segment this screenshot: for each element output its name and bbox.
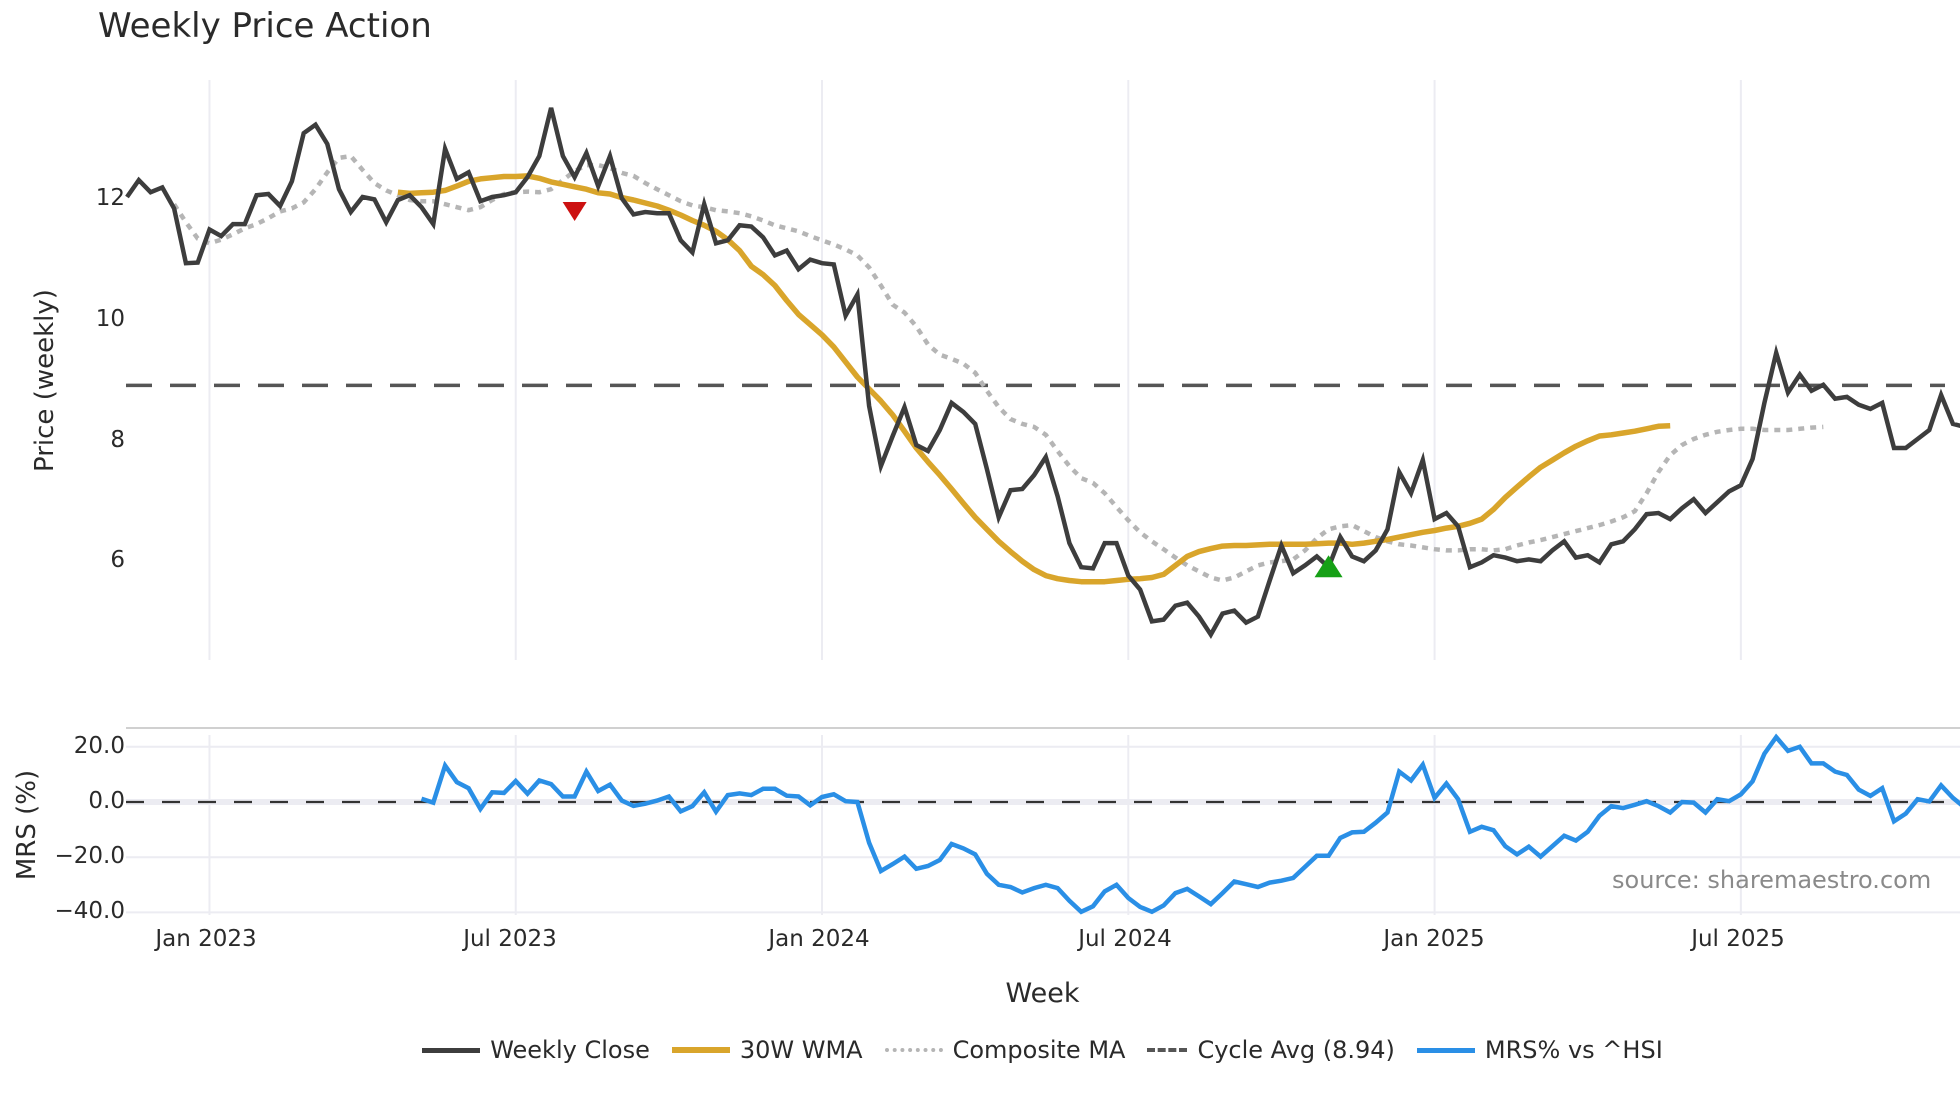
buy-signal-triangle-icon [1314, 555, 1343, 578]
weekly-close-line [125, 107, 1960, 639]
composite-ma-swatch-icon [884, 1048, 943, 1052]
source-watermark: source: sharemaestro.com [1612, 866, 1932, 894]
legend-label: Composite MA [952, 1036, 1126, 1064]
legend-item-mrs[interactable]: MRS% vs ^HSI [1416, 1036, 1663, 1064]
mrs-tick-20: 20.0 [73, 733, 125, 759]
y-tick-8: 8 [110, 427, 125, 453]
mrs-tick-neg40: −40.0 [54, 898, 125, 924]
x-tick-jul-2024: Jul 2024 [1078, 926, 1172, 952]
legend-item-weekly-close[interactable]: Weekly Close [422, 1036, 650, 1064]
x-tick-jan-2024: Jan 2024 [768, 926, 870, 952]
y-tick-12: 12 [95, 185, 125, 211]
x-tick-jul-2023: Jul 2023 [463, 926, 557, 952]
y-tick-10: 10 [95, 306, 125, 332]
sell-signal-triangle-icon [562, 202, 587, 222]
mrs-tick-0: 0.0 [88, 788, 125, 814]
mrs-axis-label: MRS (%) [12, 769, 42, 881]
legend-item-composite-ma[interactable]: Composite MA [884, 1036, 1126, 1064]
legend-label: Weekly Close [490, 1036, 650, 1064]
x-tick-jul-2025: Jul 2025 [1691, 926, 1785, 952]
weekly-close-swatch-icon [422, 1047, 481, 1053]
y-tick-6: 6 [110, 547, 125, 573]
mrs-tick-neg20: −20.0 [54, 843, 125, 869]
legend-label: 30W WMA [739, 1036, 863, 1064]
legend-item-cycle-avg[interactable]: Cycle Avg (8.94) [1147, 1036, 1395, 1064]
x-tick-jan-2025: Jan 2025 [1383, 926, 1485, 952]
cycle-avg-swatch-icon [1147, 1048, 1188, 1052]
mrs-line [420, 733, 1960, 915]
legend-label: MRS% vs ^HSI [1484, 1036, 1663, 1064]
wma-30w-line [397, 173, 1671, 585]
legend-label: Cycle Avg (8.94) [1197, 1036, 1395, 1064]
x-axis-label: Week [1005, 978, 1080, 1009]
legend-item-30w-wma[interactable]: 30W WMA [671, 1036, 863, 1064]
composite-ma-line [172, 153, 1824, 583]
mrs-swatch-icon [1416, 1047, 1475, 1053]
x-tick-jan-2023: Jan 2023 [155, 926, 257, 952]
wma-swatch-icon [671, 1047, 730, 1053]
chart-title: Weekly Price Action [98, 6, 432, 46]
legend: Weekly Close 30W WMA Composite MA Cycle … [0, 1036, 1960, 1064]
